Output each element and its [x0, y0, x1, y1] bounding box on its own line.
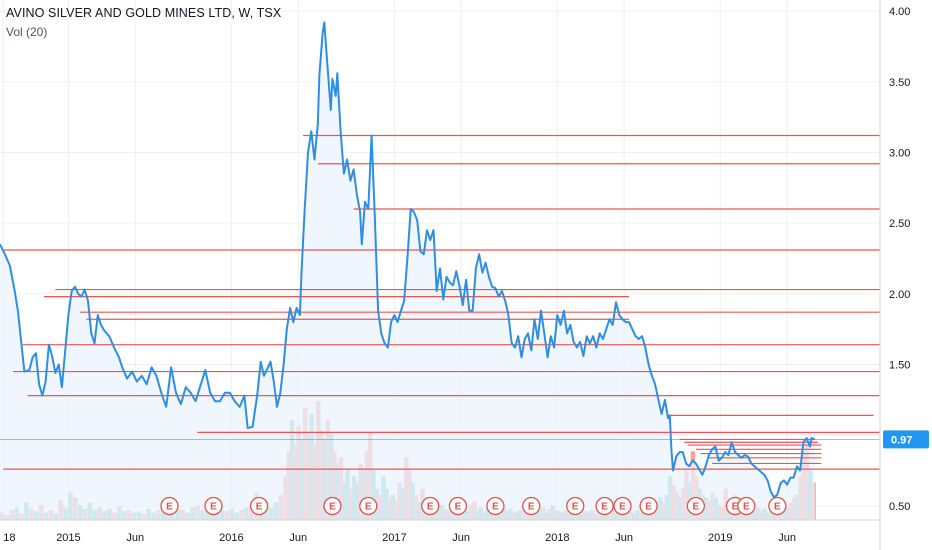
earnings-marker-label: E	[256, 502, 263, 513]
earnings-marker-label: E	[601, 502, 608, 513]
earnings-marker-circle	[686, 496, 706, 516]
earnings-marker[interactable]: E	[686, 496, 706, 516]
time-tick-label: 18	[3, 532, 15, 544]
earnings-marker[interactable]: E	[204, 496, 223, 516]
earnings-marker[interactable]: E	[421, 496, 440, 516]
earnings-marker[interactable]: E	[522, 496, 541, 516]
current-price-label: 0.97	[891, 434, 912, 446]
earnings-marker-label: E	[210, 502, 217, 513]
time-tick-label: 2016	[219, 532, 243, 544]
earnings-marker-label: E	[455, 502, 462, 513]
earnings-marker-circle	[323, 496, 342, 516]
earnings-marker-label: E	[645, 502, 652, 513]
price-tick-label: 4.00	[889, 6, 910, 18]
earnings-marker-label: E	[492, 502, 499, 513]
earnings-marker[interactable]: E	[359, 496, 378, 516]
earnings-marker[interactable]: E	[486, 496, 505, 516]
time-tick-label: 2015	[56, 532, 80, 544]
price-tick-label: 0.50	[889, 501, 910, 513]
earnings-marker[interactable]: E	[160, 496, 179, 516]
price-tick-label: 3.00	[889, 147, 910, 159]
earnings-marker[interactable]: E	[737, 496, 756, 516]
earnings-marker-circle	[566, 496, 585, 516]
price-tick-label: 1.50	[889, 359, 910, 371]
time-axis[interactable]: 18 2015 Jun 2016 Jun 2017 Jun 2018 Jun 2019 Jun	[0, 519, 880, 544]
time-tick-label: 2019	[708, 532, 732, 544]
earnings-marker[interactable]: E	[768, 496, 787, 516]
earnings-marker[interactable]: E	[448, 496, 468, 516]
earnings-marker-circle	[486, 496, 505, 516]
chart-title: AVINO SILVER AND GOLD MINES LTD, W, TSX	[6, 6, 282, 20]
earnings-marker-circle	[768, 496, 787, 516]
earnings-marker-label: E	[572, 502, 579, 513]
earnings-marker[interactable]: E	[249, 496, 269, 516]
chart-legend: AVINO SILVER AND GOLD MINES LTD, W, TSX …	[6, 6, 281, 39]
earnings-marker-label: E	[329, 502, 336, 513]
time-tick-label: Jun	[778, 532, 796, 544]
time-tick-label: Jun	[452, 532, 470, 544]
time-tick-label: 2018	[545, 532, 569, 544]
earnings-marker[interactable]: E	[323, 496, 342, 516]
price-axis[interactable]: 0.501.001.502.002.503.003.504.000.97	[879, 0, 929, 550]
earnings-marker-label: E	[166, 502, 173, 513]
earnings-marker-label: E	[774, 502, 781, 513]
earnings-marker-circle	[249, 496, 269, 516]
earnings-marker-circle	[359, 496, 378, 516]
time-tick-label: Jun	[615, 532, 633, 544]
earnings-marker-label: E	[619, 502, 626, 513]
earnings-marker[interactable]: E	[613, 496, 632, 516]
earnings-marker-label: E	[528, 502, 535, 513]
price-line-layer	[0, 21, 880, 499]
price-line[interactable]	[0, 21, 816, 499]
earnings-marker-label: E	[427, 502, 434, 513]
earnings-marker-circle	[613, 496, 632, 516]
earnings-marker[interactable]: E	[595, 496, 614, 516]
earnings-marker-label: E	[743, 502, 750, 513]
volume-indicator-label[interactable]: Vol (20)	[6, 25, 48, 39]
earnings-marker-circle	[639, 496, 658, 516]
earnings-marker[interactable]: E	[639, 496, 658, 516]
earnings-marker-circle	[448, 496, 468, 516]
time-tick-label: 2017	[382, 532, 406, 544]
earnings-marker-circle	[160, 496, 179, 516]
current-price-badge	[883, 430, 929, 449]
earnings-marker-label: E	[693, 502, 700, 513]
price-tick-label: 2.00	[889, 289, 910, 301]
price-tick-label: 2.50	[889, 218, 910, 230]
earnings-marker[interactable]: E	[566, 496, 585, 516]
earnings-marker-circle	[204, 496, 223, 516]
earnings-marker-circle	[595, 496, 614, 516]
time-tick-label: Jun	[289, 532, 307, 544]
earnings-marker-label: E	[732, 502, 739, 513]
time-tick-label: Jun	[126, 532, 144, 544]
price-tick-label: 3.50	[889, 77, 910, 89]
earnings-marker-circle	[522, 496, 541, 516]
earnings-marker-circle	[421, 496, 440, 516]
earnings-marker-circle	[737, 496, 756, 516]
earnings-marker-label: E	[365, 502, 372, 513]
